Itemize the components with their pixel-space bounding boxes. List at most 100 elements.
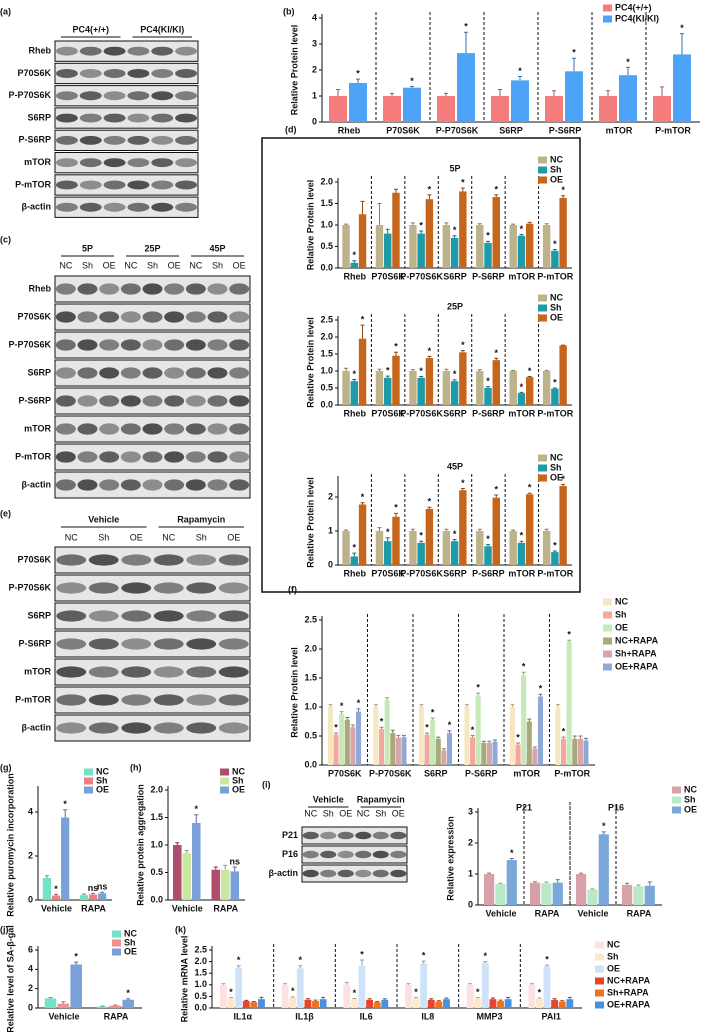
error-bar [483,961,488,963]
significance: * [476,987,480,997]
bar [497,1001,504,1008]
error-bar [419,375,424,378]
blot-band [185,311,206,323]
error-bar [578,735,583,739]
legend-label: OE [615,622,628,632]
x-tick-label: Vehicle [485,908,516,918]
blot-band [151,180,174,190]
blot-band [186,666,217,678]
row-label: P-S6RP [18,395,51,405]
bar [476,531,484,565]
x-tick-label: P70S6K [328,768,362,778]
bar [42,878,52,900]
blot-band [99,451,120,463]
bar [457,53,475,122]
bar [474,998,482,1008]
blot-band [337,850,354,859]
bar [542,225,551,268]
bar [542,531,551,565]
error-bar [251,1001,256,1003]
lane-label: NC [124,260,137,270]
significance: * [334,722,338,732]
blot-band [99,367,120,379]
bar [532,748,538,765]
x-tick-label: P-S6RP [549,125,582,135]
bar [392,516,400,565]
blot-strip [54,174,199,196]
blot-band [121,554,152,566]
group-label: 5P [82,243,93,253]
legend-swatch [538,474,547,482]
group-label: Vehicle [88,514,119,524]
blot-band [320,831,337,840]
significance: * [567,630,571,640]
error-bar [63,809,68,818]
group-title: P21 [516,802,532,812]
significance: * [510,848,514,858]
legend-swatch [538,294,547,302]
blot-band [88,694,119,706]
error-bar [126,998,131,1000]
blot-band [55,479,76,491]
blot-band [103,46,126,56]
bar [342,225,350,268]
bar [425,199,434,268]
error-bar [519,233,524,236]
y-tick-label: 1.0 [304,701,317,711]
bar [509,707,515,765]
blot-strip [301,864,408,883]
bar [515,744,521,765]
error-bar [427,506,432,509]
legend-swatch [672,786,681,794]
blot-band [175,46,198,56]
blot-band [355,831,372,840]
lane-label: Sh [147,260,158,270]
error-bar [244,999,249,1002]
bar [79,895,89,900]
legend-label: Sh [96,775,108,785]
significance: * [340,701,344,711]
error-bar [460,488,465,491]
error-bar [344,981,349,985]
bar [358,338,367,405]
error-bar [360,324,365,339]
error-bar [393,512,398,517]
error-bar [511,529,516,531]
bar [281,984,289,1008]
error-bar [360,502,365,505]
error-bar [91,892,96,895]
error-bar [313,999,318,1002]
blot-band [127,113,150,123]
bar [525,494,534,565]
bar [572,738,578,765]
bar [517,235,526,268]
bar [344,719,350,765]
y-tick-label: 1.5 [194,968,207,978]
bar [673,54,691,122]
blot-band [153,610,184,622]
bar [476,371,484,405]
y-tick-label: 1.5 [304,672,317,682]
bar [319,999,327,1008]
blot-band [120,479,141,491]
significance: * [414,987,418,997]
bar [450,381,459,405]
significance: * [74,951,78,961]
error-bar [494,494,499,498]
error-bar [406,983,411,985]
significance: * [419,366,423,376]
error-bar [475,997,480,999]
legend-swatch [603,624,612,632]
blot-band [127,91,150,101]
error-bar [533,881,538,883]
blot-band [207,283,228,295]
panel-label: (g) [0,762,12,772]
bar [70,964,82,1008]
significance: * [520,531,524,541]
x-tick-label: P-S6RP [472,408,505,418]
blot-band [229,367,250,379]
bar [565,71,583,122]
x-tick-label: mTOR [513,768,540,778]
blot-band [229,311,250,323]
bar [342,531,350,565]
